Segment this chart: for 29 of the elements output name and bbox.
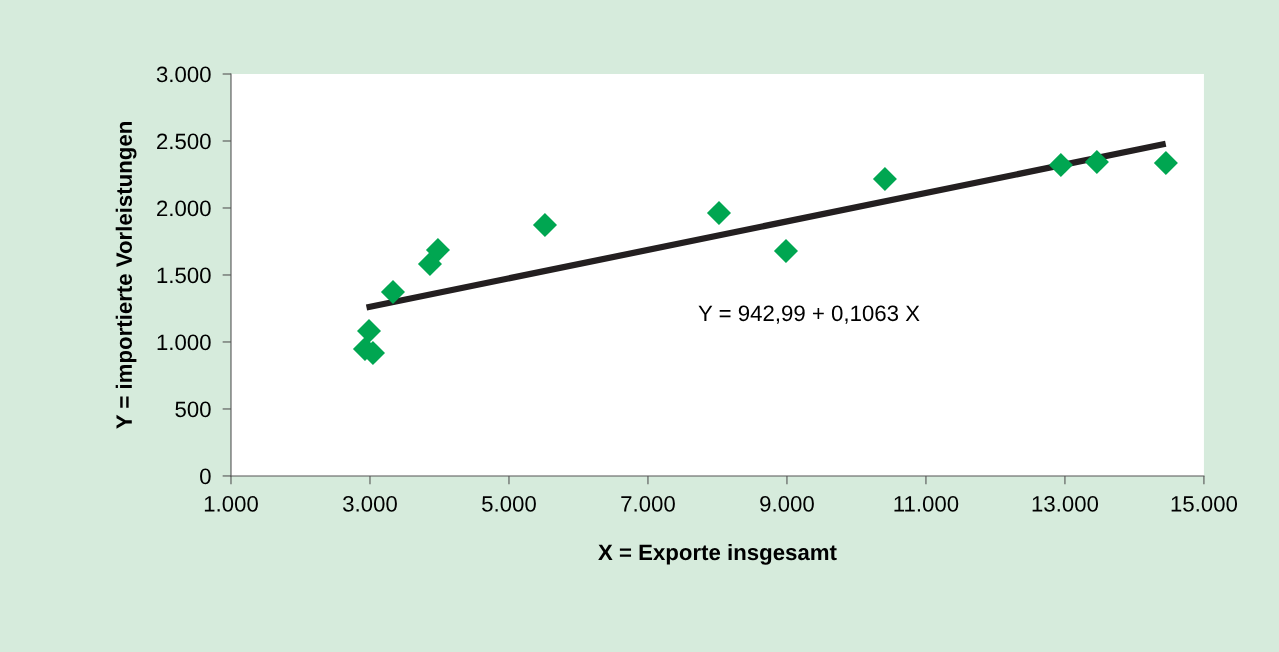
x-tick-label: 11.000: [894, 495, 959, 512]
point: [1084, 150, 1109, 175]
point: [706, 200, 732, 225]
y-tick-label: 500: [175, 401, 211, 418]
y-tick-label: 2.500: [157, 133, 211, 150]
point: [872, 167, 897, 192]
x-tick-label: 7.000: [621, 495, 675, 512]
y-tick-label: 0: [200, 468, 211, 485]
point: [532, 212, 557, 238]
annotation: Y = 942,99 + 0,1063 X: [698, 305, 920, 324]
x-tick-label: 9.000: [760, 495, 814, 512]
x-axis-title: X = Exporte insgesamt: [598, 543, 837, 565]
point: [380, 279, 406, 305]
y-tick-label: 2.000: [157, 200, 211, 217]
point: [1048, 152, 1073, 178]
x-tick-label: 13.000: [1032, 495, 1099, 512]
x-tick-label: 5.000: [482, 495, 536, 512]
point: [417, 251, 442, 277]
x-tick-label: 3.000: [343, 495, 397, 512]
x-tick-label: 15.000: [1171, 495, 1238, 512]
point: [356, 318, 382, 344]
y-tick-label: 3.000: [156, 66, 211, 83]
point: [425, 237, 450, 262]
point: [773, 238, 799, 264]
y-tick-label: 1.000: [157, 334, 211, 351]
x-tick-label: 1.000: [204, 495, 258, 512]
y-axis-title: Y = importierte Vorleistungen: [115, 122, 137, 429]
point: [1153, 150, 1178, 175]
y-tick-label: 1.500: [157, 267, 211, 284]
